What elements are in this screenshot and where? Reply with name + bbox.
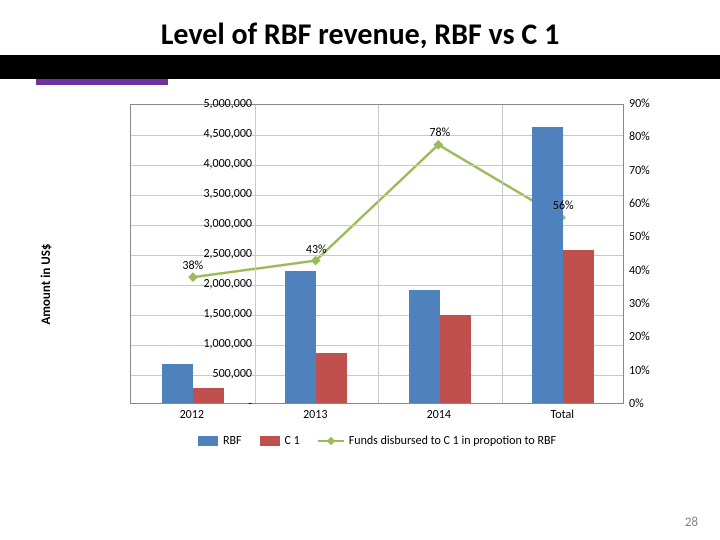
legend: RBF C 1 Funds disbursed to C 1 in propotio…: [130, 434, 624, 448]
bar-rbf: [409, 290, 440, 403]
category-divider: [502, 105, 503, 403]
y-left-tick-label: 4,000,000: [182, 157, 252, 171]
y-right-tick-label: 60%: [629, 197, 650, 211]
y-right-tick-label: 10%: [629, 364, 650, 378]
y-left-tick-label: 2,500,000: [182, 247, 252, 261]
page-number: 28: [685, 515, 698, 530]
legend-label: RBF: [223, 434, 242, 448]
x-tick-label: Total: [551, 408, 574, 422]
legend-item: RBF: [198, 434, 242, 448]
title-black-band: [0, 55, 720, 79]
line-data-label: 38%: [182, 259, 203, 273]
legend-swatch: [260, 436, 280, 446]
slide-title: Level of RBF revenue, RBF vs C 1: [155, 16, 566, 57]
x-tick-label: 2013: [303, 408, 327, 422]
y-left-tick-label: 1,000,000: [182, 337, 252, 351]
y-right-tick-label: 20%: [629, 330, 650, 344]
y-left-tick-label: 3,500,000: [182, 187, 252, 201]
title-accent-underline: [36, 79, 168, 85]
y-axis-left-label: Amount in US$: [39, 243, 54, 324]
bar-rbf: [285, 271, 316, 403]
y-left-tick-label: 1,500,000: [182, 307, 252, 321]
y-right-tick-label: 50%: [629, 230, 650, 244]
y-right-tick-label: 90%: [629, 97, 650, 111]
y-right-tick-label: 40%: [629, 264, 650, 278]
line-data-label: 56%: [553, 199, 574, 213]
bar-c-1: [440, 315, 471, 403]
y-left-tick-label: 4,500,000: [182, 127, 252, 141]
line-data-label: 43%: [306, 243, 327, 257]
y-left-tick-label: 2,000,000: [182, 277, 252, 291]
legend-item: C 1: [260, 434, 300, 448]
legend-label: C 1: [285, 434, 300, 448]
legend-swatch: [198, 436, 218, 446]
bar-c-1: [563, 250, 594, 403]
category-divider: [255, 105, 256, 403]
category-divider: [378, 105, 379, 403]
y-right-tick-label: 30%: [629, 297, 650, 311]
legend-label: Funds disbursed to C 1 in propotion to R…: [349, 434, 556, 448]
y-left-tick-label: 5,000,000: [182, 97, 252, 111]
y-right-tick-label: 80%: [629, 130, 650, 144]
y-right-tick-label: 70%: [629, 164, 650, 178]
y-left-tick-label: 3,000,000: [182, 217, 252, 231]
line-data-label: 78%: [429, 126, 450, 140]
y-right-tick-label: 0%: [629, 397, 644, 411]
legend-item: Funds disbursed to C 1 in propotion to R…: [318, 434, 556, 448]
legend-line-swatch: [318, 440, 344, 442]
bar-c-1: [316, 353, 347, 403]
y-left-tick-label: 500,000: [182, 367, 252, 381]
x-tick-label: 2014: [427, 408, 451, 422]
bar-rbf: [532, 127, 563, 403]
title-region: Level of RBF revenue, RBF vs C 1: [0, 0, 720, 80]
chart-container: Amount in US$ 38%43%78%56% RBFC 1Funds d…: [54, 104, 676, 464]
x-tick-label: 2012: [180, 408, 204, 422]
